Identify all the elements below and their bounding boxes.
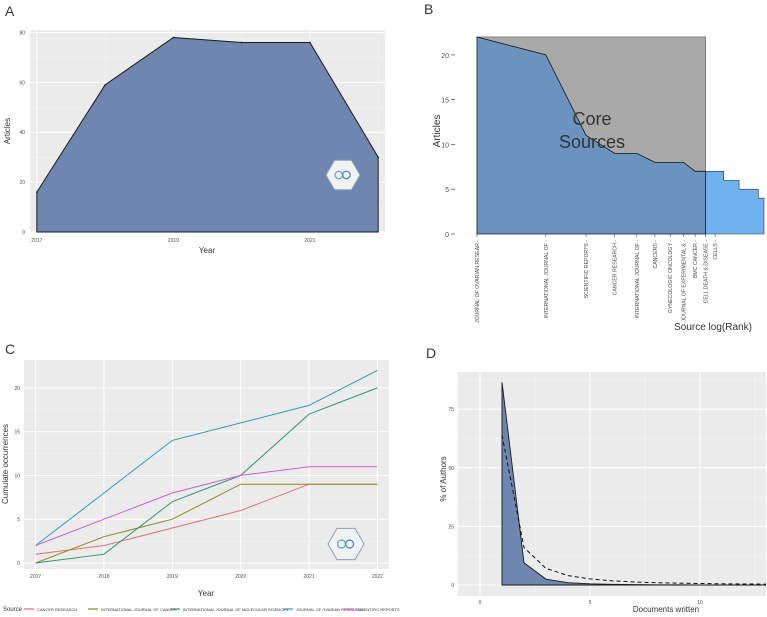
data-point: [309, 41, 311, 44]
theoretical-lotka-line: [501, 434, 767, 585]
source-tick-label: SCIENTIFIC REPORTS -: [584, 240, 590, 299]
y-tick-label: 20: [14, 386, 20, 392]
source-tick-label: CANCER RESEARCH -: [613, 240, 619, 296]
y-tick-label: 5: [445, 187, 449, 194]
x-tick-label: 2020: [235, 574, 246, 580]
y-tick-label: 0: [445, 232, 449, 239]
panel-c-cumulative-occurrences: Year Cumulate occurrences Source 0 5 10 15 2…: [1, 360, 400, 613]
y-tick-label: 80: [19, 30, 25, 36]
y-tick-label: 0: [22, 230, 25, 236]
source-tick-label: INTERNATIONAL JOURNAL OF -: [635, 240, 641, 318]
source-tick-label: CANCERS -: [653, 240, 659, 269]
y-tick-label: 20: [19, 180, 25, 186]
legend-label: INTERNATIONAL JOURNAL OF CANCER: [101, 607, 177, 612]
y-tick-label: 50: [448, 466, 454, 472]
axis-title-y: Articles: [3, 118, 12, 144]
panel-label-a: A: [5, 3, 15, 19]
x-tick-label: 2017: [31, 238, 42, 244]
logo-ring: [342, 170, 351, 180]
source-tick-label: CELLS -: [713, 240, 719, 260]
x-tick-label: 5: [589, 600, 592, 606]
data-point: [377, 156, 379, 158]
panel-d-author-productivity: Documents written % of Authors 0 25 50 75 0 5…: [439, 372, 767, 614]
y-tick-label: 5: [17, 517, 20, 523]
area-observed: [501, 382, 766, 586]
x-tick-label: 2019: [168, 238, 179, 244]
x-tick-label: 2022: [372, 574, 383, 580]
y-tick-label: 75: [448, 407, 454, 413]
y-tick-label: 0: [17, 561, 20, 567]
legend-label: CANCER RESEARCH: [37, 607, 77, 612]
logo-ring: [344, 539, 355, 549]
source-tick-label: INTERNATIONAL JOURNAL OF -: [544, 240, 550, 318]
axis-title-x: Source log(Rank): [674, 322, 752, 333]
y-tick-label: 60: [19, 80, 25, 86]
legend-label: SCIENTIFIC REPORTS: [357, 607, 400, 612]
axis-title-y: Cumulate occurrences: [1, 424, 10, 504]
panel-label-d: D: [426, 345, 436, 361]
axis-title-x: Documents written: [633, 605, 699, 614]
panel-label-b: B: [424, 1, 433, 17]
panel-b-core-sources: Source log(Rank) Articles 0 5 10 15 20 JOURNA…: [432, 36, 765, 333]
x-tick-label: 2018: [98, 574, 109, 580]
x-tick-label: 2021: [304, 238, 315, 244]
source-tick-label: CELL DEATH & DISEASE -: [704, 240, 710, 304]
source-tick-label: GYNECOLOGIC ONCOLOGY -: [668, 240, 674, 313]
y-tick-label: 40: [19, 130, 25, 136]
data-point: [36, 191, 38, 193]
panel-label-c: C: [5, 341, 15, 357]
y-tick-label: 25: [448, 524, 454, 530]
source-tick-label: BMC CANCER -: [693, 240, 699, 278]
series-line: [35, 387, 378, 564]
y-tick-label: 15: [441, 98, 449, 105]
x-tick-label: 2017: [30, 574, 41, 580]
x-tick-label: 10: [697, 600, 703, 606]
data-point: [104, 84, 106, 86]
bibliometrix-hex-logo: [325, 159, 361, 191]
y-tick-label: 20: [441, 53, 449, 60]
series-line: [35, 483, 378, 564]
annotation-core: Core: [572, 109, 611, 129]
x-tick-label: 2021: [303, 574, 314, 580]
axis-title-y: % of Authors: [439, 456, 448, 501]
source-tick-label: JOURNAL OF OVARIAN RESEAR -: [475, 240, 481, 323]
axis-title-x: Year: [199, 246, 216, 255]
axis-title-y: Articles: [432, 115, 443, 148]
legend-title: Source: [3, 607, 23, 613]
area-other-sources: [705, 171, 765, 235]
y-tick-label: 15: [14, 430, 20, 436]
data-point: [240, 41, 243, 44]
source-tick-label: JOURNAL OF EXPERIMENTAL & -: [681, 240, 687, 322]
y-tick-label: 10: [441, 142, 449, 149]
bibliometrix-hex-logo: [327, 527, 365, 561]
area-core-sources: [476, 36, 707, 235]
x-tick-label: 2019: [167, 574, 178, 580]
y-tick-label: 10: [14, 473, 20, 479]
legend-label: JOURNAL OF OVARIAN RESEARCH: [296, 607, 363, 612]
y-tick-label: 0: [451, 583, 454, 589]
plot-background: [24, 360, 389, 569]
data-point: [172, 36, 175, 39]
annotation-sources: Sources: [559, 132, 625, 152]
legend-label: INTERNATIONAL JOURNAL OF MOLECULAR SCIEN…: [183, 607, 289, 612]
axis-title-x: Year: [198, 589, 215, 598]
series-line: [35, 369, 378, 546]
panel-a-articles-per-year: Year Articles 0 20 40 60 80 2017 2019 2021: [3, 30, 385, 255]
x-tick-label: 0: [479, 600, 482, 606]
series-line: [35, 466, 378, 546]
